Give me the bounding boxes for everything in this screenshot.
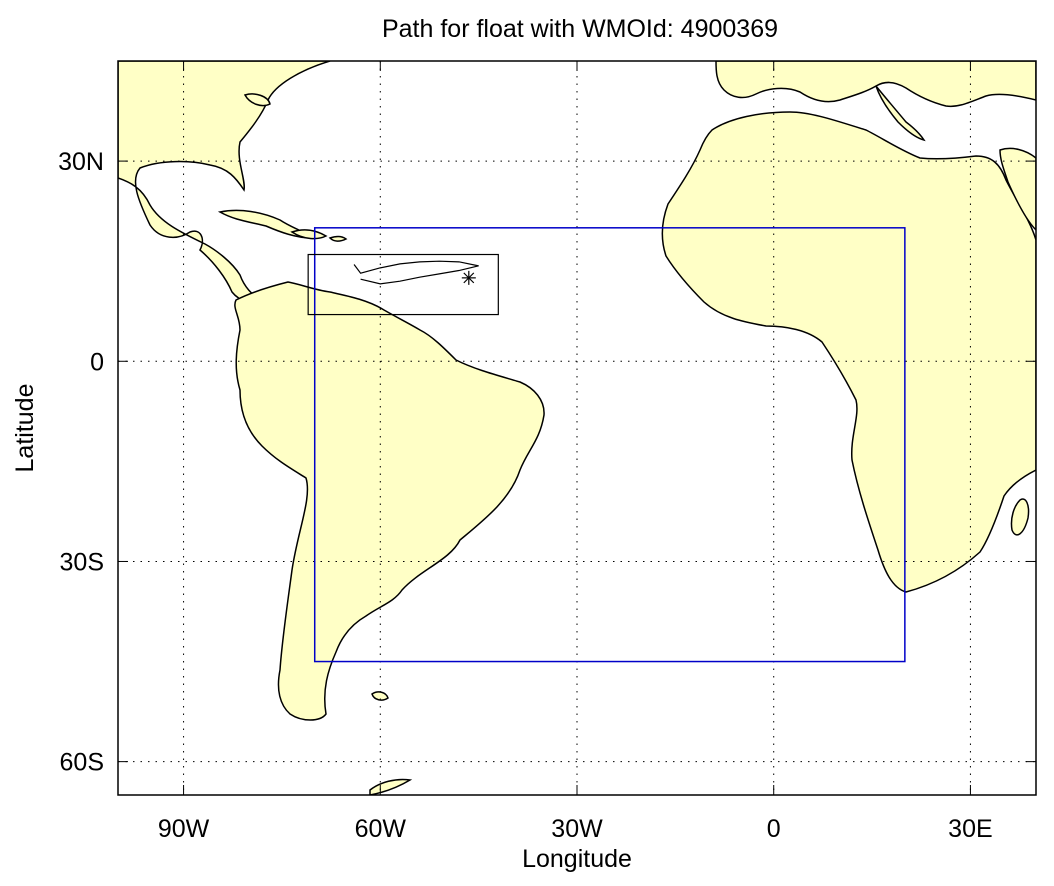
- region-box: [313, 227, 906, 663]
- y-axis-label: Latitude: [11, 384, 39, 473]
- italy-landmass: [875, 85, 926, 142]
- axis-ticks: 90W 60W 30W 0 30E 30N 0 30S 60S: [58, 61, 1036, 843]
- y-tick-label: 0: [90, 348, 104, 376]
- hispaniola-landmass: [290, 229, 328, 240]
- x-tick-label: 60W: [355, 815, 407, 843]
- x-tick-label: 30W: [551, 815, 603, 843]
- x-tick-label: 30E: [948, 815, 992, 843]
- overlays: [307, 227, 906, 663]
- map-title: Path for float with WMOId: 4900369: [382, 15, 778, 43]
- float-deployment-marker: [461, 270, 476, 285]
- y-tick-label: 30N: [58, 148, 104, 176]
- x-axis-label: Longitude: [522, 845, 632, 873]
- south-america-landmass: [234, 281, 545, 721]
- europe-landmass: [715, 61, 1036, 108]
- y-tick-label: 60S: [60, 749, 104, 777]
- grid-lines: [118, 61, 1036, 795]
- float-path-bounding-box: [307, 253, 499, 316]
- north-america-landmass: [118, 61, 331, 303]
- newfoundland-landmass: [243, 93, 271, 107]
- puerto-rico-landmass: [328, 235, 348, 242]
- arabian-peninsula-landmass: [999, 147, 1036, 232]
- x-tick-label: 90W: [158, 815, 210, 843]
- y-tick-label: 30S: [60, 548, 104, 576]
- float-path-line: [353, 260, 479, 285]
- x-tick-label: 0: [767, 815, 781, 843]
- landmasses: [118, 61, 1036, 795]
- madagascar-landmass: [1010, 498, 1030, 536]
- africa-landmass: [661, 111, 1036, 593]
- falkland-islands-landmass: [371, 691, 389, 701]
- asterisk-stroke: [463, 272, 475, 284]
